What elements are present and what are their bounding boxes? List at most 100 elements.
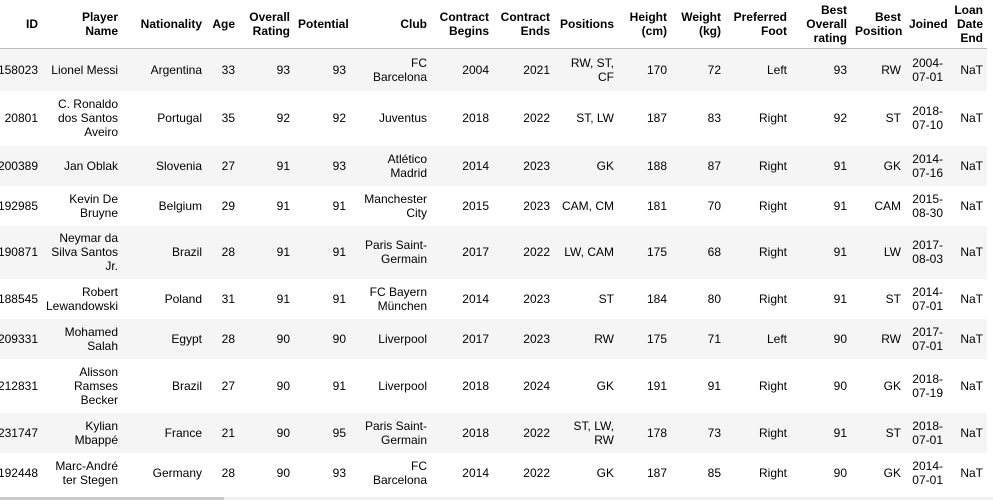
cell-contract-begins: 2015 [462,198,489,213]
cell-best-overall-rating: 93 [833,62,847,77]
cell-weight: 87 [707,158,721,173]
cell-player-name: Marc-André ter Stegen [55,458,118,487]
table-row: 231747 Kylian Mbappé France 21 90 95 Paris Sai… [0,412,987,453]
cell-club: FC Bayern München [369,284,427,313]
cell-nationality: Germany [152,465,202,480]
col-header-loan-date-end: Loan Date End [947,0,987,49]
table-row: 192985 Kevin De Bruyne Belgium 29 91 91 Manche… [0,185,987,226]
cell-joined: 2017-07-01 [912,324,943,353]
cell-contract-ends: 2023 [523,291,550,306]
table-row: 188545 Robert Lewandowski Poland 31 91 91 FC B… [0,278,987,319]
cell-player-name: Lionel Messi [51,62,118,77]
col-header-best-overall-rating: Best Overall rating [791,0,851,49]
cell-loan-date-end: NaT [960,291,983,306]
cell-potential: 95 [332,425,346,440]
cell-potential: 91 [332,378,346,393]
cell-overall-rating: 90 [276,378,290,393]
cell-weight: 72 [707,62,721,77]
cell-contract-ends: 2023 [523,331,550,346]
col-header-contract-ends: Contract Ends [493,0,554,49]
cell-best-position: ST [885,425,901,440]
cell-contract-begins: 2014 [462,158,489,173]
cell-age: 35 [221,111,235,125]
cell-age: 27 [221,378,235,393]
cell-loan-date-end: NaT [960,158,983,173]
cell-preferred-foot: Right [758,158,787,173]
cell-nationality: Poland [164,291,202,306]
cell-overall-rating: 91 [276,158,290,173]
cell-nationality: Brazil [171,378,202,393]
cell-loan-date-end: NaT [960,465,983,480]
cell-id: 188545 [0,291,38,306]
cell-potential: 91 [332,245,346,259]
cell-joined: 2004-07-01 [912,55,943,84]
cell-preferred-foot: Right [758,245,787,259]
cell-loan-date-end: NaT [960,62,983,77]
cell-age: 29 [221,198,235,213]
cell-positions: ST, LW, RW [573,418,614,447]
cell-joined: 2014-07-16 [912,151,943,180]
col-header-positions: Positions [554,0,618,49]
cell-contract-begins: 2017 [462,245,489,259]
cell-best-overall-rating: 91 [833,158,847,173]
cell-best-overall-rating: 90 [833,465,847,480]
cell-weight: 70 [707,198,721,213]
cell-club: Manchester City [364,191,427,220]
cell-potential: 92 [332,111,346,125]
cell-overall-rating: 91 [276,291,290,306]
cell-potential: 90 [332,331,346,346]
cell-nationality: Belgium [158,198,202,213]
col-header-joined: Joined [905,0,947,49]
cell-contract-ends: 2021 [523,62,550,77]
col-header-contract-begins: Contract Begins [431,0,493,49]
cell-overall-rating: 90 [276,465,290,480]
cell-player-name: C. Ronaldo dos Santos Aveiro [57,97,118,139]
cell-age: 28 [221,331,235,346]
cell-age: 27 [221,158,235,173]
col-header-age: Age [206,0,239,49]
cell-preferred-foot: Right [758,465,787,480]
table-row: 190871 Neymar da Silva Santos Jr. Brazil 28… [0,225,987,279]
cell-weight: 73 [707,425,721,440]
cell-nationality: Argentina [150,62,202,77]
cell-best-position: GK [883,158,901,173]
cell-height: 187 [646,465,667,480]
cell-contract-ends: 2022 [523,425,550,440]
cell-preferred-foot: Right [758,111,787,125]
cell-nationality: Slovenia [155,158,202,173]
cell-player-name: Alisson Ramses Becker [73,364,118,407]
cell-preferred-foot: Right [758,291,787,306]
scrollbar-thumb[interactable] [0,497,224,500]
cell-player-name: Mohamed Salah [64,324,118,353]
cell-age: 28 [221,245,235,259]
table-row: 212831 Alisson Ramses Becker Brazil 27 90 91 L… [0,358,987,413]
cell-preferred-foot: Left [766,62,787,77]
cell-joined: 2015-08-30 [912,191,943,220]
cell-joined: 2018-07-10 [912,104,943,132]
cell-weight: 83 [707,111,721,125]
cell-best-overall-rating: 91 [833,198,847,213]
table-row: 192448 Marc-André ter Stegen Germany 28 90 93… [0,452,987,493]
horizontal-scrollbar[interactable] [0,497,993,500]
cell-id: 190871 [0,245,38,259]
cell-age: 21 [221,425,235,440]
cell-id: 192448 [0,465,38,480]
cell-best-overall-rating: 91 [833,291,847,306]
cell-overall-rating: 91 [276,198,290,213]
cell-loan-date-end: NaT [960,198,983,213]
cell-loan-date-end: NaT [960,245,983,259]
cell-weight: 80 [707,291,721,306]
cell-best-position: RW [881,62,901,77]
cell-weight: 71 [707,331,721,346]
cell-id: 158023 [0,62,38,77]
cell-joined: 2018-07-01 [912,418,943,447]
cell-overall-rating: 93 [276,62,290,77]
cell-contract-begins: 2018 [462,111,489,125]
cell-height: 175 [646,245,667,259]
cell-club: Paris Saint-Germain [364,238,427,266]
cell-contract-ends: 2022 [523,465,550,480]
cell-age: 28 [221,465,235,480]
cell-contract-begins: 2018 [462,378,489,393]
